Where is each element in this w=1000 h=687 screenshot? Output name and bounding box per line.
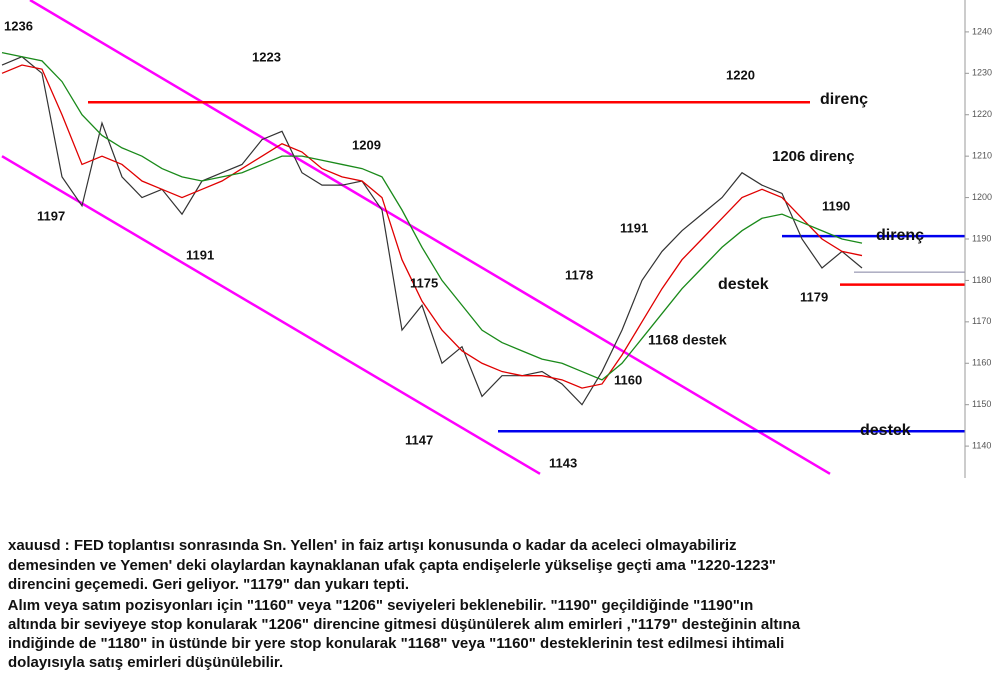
level-labels: direnç direnç destek destek [718,91,924,439]
annotation: 1197 [37,208,65,223]
y-tick-label: 1160 [972,358,991,368]
description-line: altında bir seviyeye stop konularak "120… [8,616,801,633]
annotation: 1223 [252,49,281,64]
level-label: destek [718,276,769,293]
y-tick-label: 1210 [972,151,992,161]
description-line: dolayısıyla satış emirleri düşünülebilir… [8,654,283,671]
description-line: xauusd : FED toplantısı sonrasında Sn. Y… [8,537,737,554]
annotation: 1191 [186,247,214,262]
annotation: 1220 [726,67,755,82]
annotation: 1191 [620,220,648,235]
annotation: 1209 [352,137,381,152]
description: xauusd : FED toplantısı sonrasında Sn. Y… [4,537,801,671]
level-label: destek [860,422,911,439]
annotation: 1236 [4,18,33,33]
y-tick-label: 1230 [972,68,992,78]
annotation: 1147 [405,432,433,447]
y-tick-label: 1240 [972,26,992,36]
y-tick-label: 1140 [972,440,991,450]
plot [1,0,965,475]
annotation: 1190 [822,198,850,213]
description-line: demesinden ve Yemen' deki olaylardan kay… [8,557,776,574]
y-tick-label: 1170 [972,316,991,326]
y-tick-label: 1220 [972,109,992,119]
y-tick-label: 1150 [972,399,991,409]
annotation: 1178 [565,267,593,282]
series-line [1,56,863,406]
series-line [1,64,863,389]
level-label: direnç [820,91,868,108]
annotation: 1206 direnç [772,148,855,165]
description-line: Alım veya satım pozisyonları için "1160"… [4,597,753,614]
annotations: 1236 1223 1220 1209 1206 direnç 1197 119… [4,18,855,470]
annotation: 1179 [800,289,828,304]
y-tick-label: 1180 [972,275,991,285]
channel-line [1,155,541,475]
annotation: 1160 [614,372,642,387]
annotation: 1175 [410,275,438,290]
annotation: 1143 [549,455,577,470]
description-line: indiğinde de "1180" in üstünde bir yere … [8,635,784,652]
description-line: direncini geçemedi. Geri geliyor. "1179"… [8,576,409,593]
annotation: 1168 destek [648,332,727,348]
level-label: direnç [876,227,924,244]
series-line [1,51,863,381]
y-tick-label: 1200 [972,192,992,202]
y-tick-label: 1190 [972,233,991,243]
channel-line [29,0,831,475]
